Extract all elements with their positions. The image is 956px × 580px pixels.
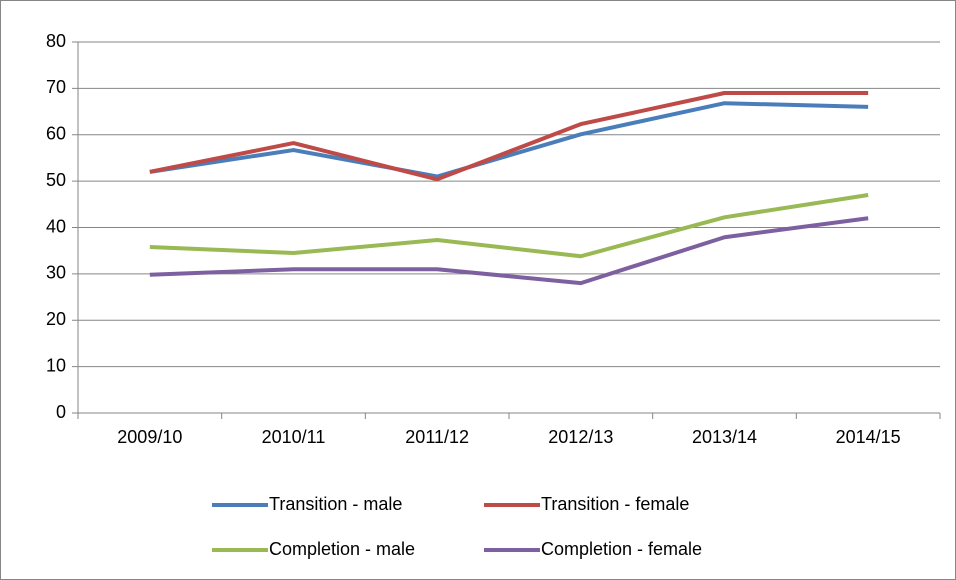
series-line: [149, 91, 869, 182]
y-tick-label: 70: [46, 77, 66, 97]
y-tick-label: 0: [56, 402, 66, 422]
series-line: [149, 216, 869, 286]
x-tick-label: 2012/13: [548, 427, 613, 447]
y-tick-label: 80: [46, 31, 66, 51]
series-line: [149, 101, 869, 179]
y-tick-label: 20: [46, 309, 66, 329]
x-tick-label: 2014/15: [836, 427, 901, 447]
x-tick-label: 2010/11: [262, 427, 326, 447]
y-tick-label: 30: [46, 263, 66, 283]
legend-label: Completion - male: [269, 539, 415, 559]
legend-label: Transition - female: [541, 494, 689, 514]
legend-label: Transition - male: [269, 494, 402, 514]
y-tick-label: 50: [46, 170, 66, 190]
x-tick-label: 2009/10: [117, 427, 182, 447]
y-tick-label: 60: [46, 124, 66, 144]
x-tick-label: 2011/12: [405, 427, 469, 447]
y-tick-label: 40: [46, 216, 66, 236]
x-tick-label: 2013/14: [692, 427, 757, 447]
y-tick-label: 10: [46, 355, 66, 375]
series-line: [149, 193, 869, 259]
legend-label: Completion - female: [541, 539, 702, 559]
